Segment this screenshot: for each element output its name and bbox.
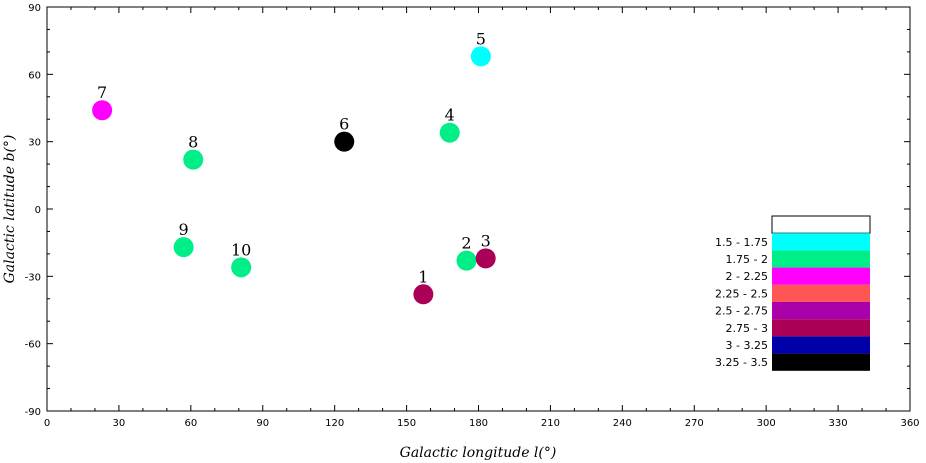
- legend-label: 3 - 3.25: [726, 339, 768, 352]
- x-axis-title: Galactic longitude l(°): [400, 445, 557, 461]
- y-tick-label: 0: [35, 205, 41, 216]
- data-point-label-6: 6: [339, 115, 349, 134]
- x-tick-label: 120: [325, 418, 344, 429]
- data-point-8: [183, 149, 204, 170]
- y-tick-label: 90: [28, 3, 41, 14]
- data-point-label-1: 1: [418, 267, 428, 286]
- x-tick-label: 150: [397, 418, 416, 429]
- data-point-10: [231, 257, 252, 278]
- data-point-label-5: 5: [476, 29, 486, 48]
- legend-label: 1.75 - 2: [726, 253, 768, 266]
- x-tick-label: 270: [685, 418, 704, 429]
- y-tick-label: -90: [25, 407, 41, 418]
- legend-label: 2 - 2.25: [726, 270, 768, 283]
- legend-swatch: [772, 284, 870, 302]
- x-tick-label: 0: [44, 418, 50, 429]
- y-tick-label: 60: [28, 70, 41, 81]
- legend-swatch: [772, 267, 870, 285]
- legend-swatch: [771, 215, 871, 234]
- data-point-label-3: 3: [481, 231, 491, 250]
- y-tick-label: -30: [25, 272, 41, 283]
- legend-label: 2.5 - 2.75: [715, 305, 768, 318]
- legend-label: 2.75 - 3: [726, 322, 768, 335]
- x-tick-label: 300: [757, 418, 776, 429]
- x-tick-label: 360: [900, 418, 919, 429]
- x-tick-label: 90: [256, 418, 269, 429]
- data-point-3: [475, 248, 496, 269]
- legend-swatch: [772, 319, 870, 337]
- x-tick-label: 30: [113, 418, 126, 429]
- y-tick-label: -60: [25, 340, 41, 351]
- data-point-label-9: 9: [179, 220, 189, 239]
- legend-swatch: [772, 353, 870, 371]
- x-tick-label: 210: [541, 418, 560, 429]
- data-point-label-8: 8: [188, 133, 198, 152]
- legend-swatch: [772, 250, 870, 268]
- x-tick-label: 240: [613, 418, 632, 429]
- legend-swatch: [772, 302, 870, 320]
- legend: 1.5 - 1.75 1.75 - 2 2 - 2.25 2.25 - 2.5 2.5 …: [715, 215, 871, 371]
- legend-label: 2.25 - 2.5: [715, 287, 768, 300]
- x-tick-label: 60: [184, 418, 197, 429]
- data-point-label-10: 10: [231, 240, 251, 259]
- data-point-label-7: 7: [97, 83, 107, 102]
- data-point-6: [334, 131, 355, 152]
- axis-ticks: 0 30 60 90 120 150 180 210 240 270 300 330 360-90-60…: [25, 3, 920, 429]
- data-point-1: [413, 284, 434, 305]
- x-tick-label: 330: [829, 418, 848, 429]
- data-point-5: [470, 46, 491, 67]
- legend-swatch: [772, 336, 870, 354]
- legend-swatch: [772, 233, 870, 251]
- data-point-label-4: 4: [445, 106, 455, 125]
- legend-label: 3.25 - 3.5: [715, 356, 768, 369]
- data-point-7: [92, 100, 113, 121]
- data-point-4: [439, 122, 460, 143]
- data-point-9: [173, 237, 194, 258]
- data-point-2: [456, 250, 477, 271]
- y-tick-label: 30: [28, 138, 41, 149]
- y-axis-title: Galactic latitude b(°): [2, 135, 18, 284]
- data-point-label-2: 2: [461, 234, 471, 253]
- x-tick-label: 180: [469, 418, 488, 429]
- legend-label: 1.5 - 1.75: [715, 236, 768, 249]
